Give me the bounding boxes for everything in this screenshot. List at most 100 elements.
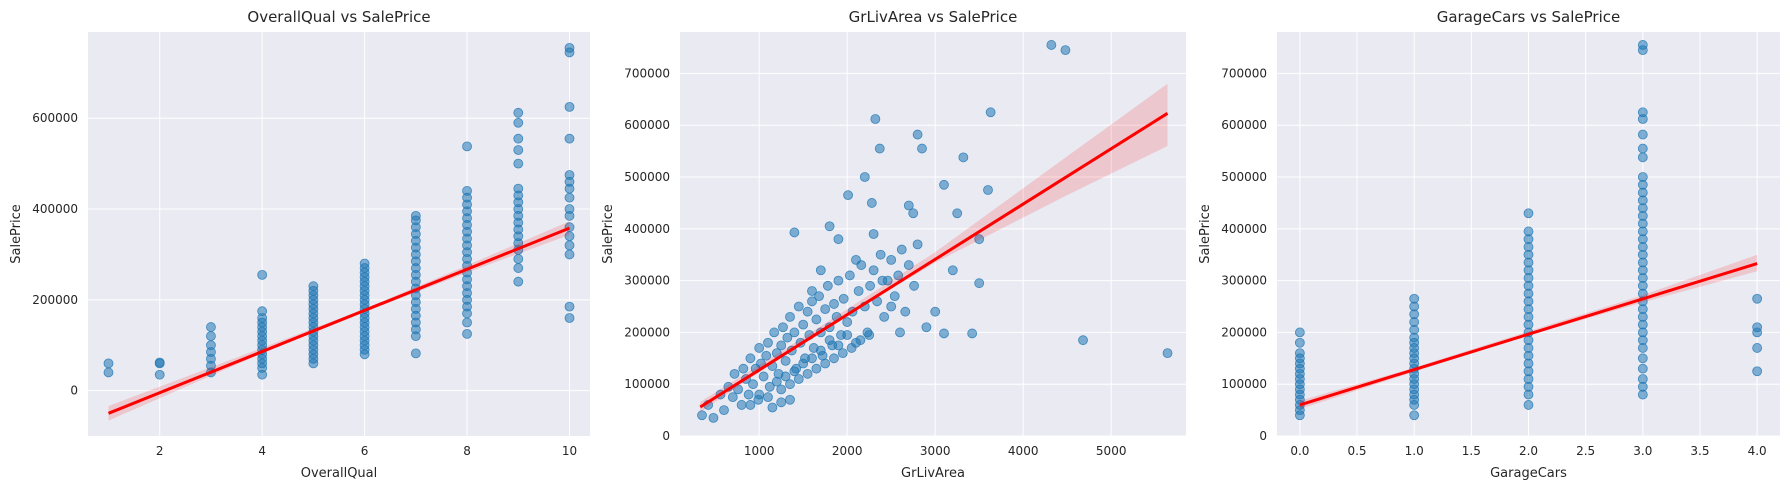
data-point	[856, 260, 867, 270]
x-tick-label: 3000	[920, 444, 951, 458]
data-point	[1523, 208, 1534, 219]
data-point	[983, 185, 993, 195]
data-point	[513, 107, 524, 118]
x-tick-label: 4.0	[1748, 444, 1767, 458]
data-point	[1637, 389, 1648, 400]
x-tick-label: 6	[361, 444, 369, 458]
data-point	[708, 412, 719, 423]
y-tick-label: 300000	[1221, 274, 1267, 288]
x-tick-label: 1.5	[1462, 444, 1481, 458]
x-tick-label: 0.5	[1347, 444, 1366, 458]
data-point	[789, 327, 800, 338]
data-point	[900, 306, 911, 317]
data-point	[767, 402, 778, 413]
data-point	[462, 328, 472, 339]
data-point	[778, 322, 788, 333]
data-point	[855, 335, 866, 346]
data-point	[820, 304, 831, 315]
data-point	[1637, 363, 1648, 374]
y-tick-label: 100000	[624, 377, 670, 391]
data-point	[738, 363, 749, 374]
data-point	[564, 301, 575, 312]
data-point	[1409, 400, 1420, 410]
data-point	[912, 129, 923, 140]
data-point	[903, 260, 914, 270]
y-tick-label: 500000	[1221, 170, 1267, 184]
y-tick-label: 400000	[624, 222, 670, 236]
data-point	[837, 348, 848, 359]
data-point	[947, 265, 958, 276]
y-tick-label: 0	[1259, 429, 1267, 443]
data-point	[1060, 45, 1071, 56]
y-tick-label: 700000	[624, 66, 670, 80]
data-point	[908, 208, 919, 219]
data-point	[886, 301, 897, 312]
data-point	[513, 276, 524, 287]
data-point	[865, 280, 875, 291]
data-point	[895, 327, 905, 338]
data-point	[912, 239, 923, 250]
data-point	[939, 328, 949, 339]
data-point	[257, 269, 268, 280]
data-point	[719, 405, 729, 416]
data-point	[1294, 327, 1305, 338]
x-tick-label: 0.0	[1290, 444, 1309, 458]
data-point	[785, 311, 795, 322]
data-point	[308, 358, 319, 369]
data-point	[1523, 389, 1534, 400]
data-point	[815, 265, 826, 276]
data-point	[974, 278, 985, 289]
data-point	[889, 291, 900, 302]
x-tick-label: 4000	[1008, 444, 1039, 458]
data-point	[748, 379, 758, 390]
data-point	[1637, 45, 1648, 56]
data-point	[745, 353, 756, 364]
data-point	[564, 101, 575, 112]
data-point	[870, 114, 881, 124]
data-point	[771, 376, 782, 387]
data-point	[846, 343, 857, 353]
data-point	[763, 392, 773, 403]
data-point	[462, 317, 472, 328]
data-point	[822, 280, 833, 291]
data-point	[958, 152, 969, 163]
data-point	[206, 322, 216, 332]
data-point	[1294, 410, 1305, 421]
data-point	[764, 381, 775, 392]
x-tick-label: 5000	[1096, 444, 1127, 458]
data-point	[829, 353, 839, 364]
data-point	[967, 328, 978, 339]
data-point	[1752, 343, 1763, 353]
x-tick-label: 2.5	[1576, 444, 1595, 458]
data-point	[103, 358, 114, 369]
data-point	[359, 349, 370, 360]
data-point	[1637, 353, 1648, 364]
data-point	[257, 369, 268, 380]
data-point	[1162, 348, 1173, 359]
data-point	[917, 143, 927, 154]
data-point	[1046, 40, 1057, 50]
data-point	[974, 234, 985, 245]
data-point	[564, 313, 575, 323]
data-point	[754, 389, 765, 400]
data-point	[743, 389, 754, 400]
data-point	[1637, 114, 1648, 124]
y-tick-label: 200000	[624, 325, 670, 339]
data-point	[736, 400, 747, 410]
y-tick-label: 0	[70, 384, 78, 398]
data-point	[564, 133, 575, 144]
data-point	[697, 410, 707, 421]
data-point	[952, 208, 963, 219]
x-tick-label: 8	[463, 444, 471, 458]
chart-2: 1000 2000 3000 4000 5000 0 100000 200000 300000 4…	[601, 8, 1186, 481]
data-point	[154, 358, 165, 369]
x-tick-label: 3.5	[1690, 444, 1709, 458]
data-point	[513, 254, 524, 264]
data-point	[811, 314, 822, 325]
chart-3: 0.0 0.5 1.0 1.5 2.0 2.5 3.0 3.5 4.0 0 100000 200000…	[1198, 8, 1780, 481]
data-point	[833, 340, 844, 351]
y-tick-label: 100000	[1221, 377, 1267, 391]
data-point	[564, 192, 575, 203]
data-point	[727, 392, 738, 403]
